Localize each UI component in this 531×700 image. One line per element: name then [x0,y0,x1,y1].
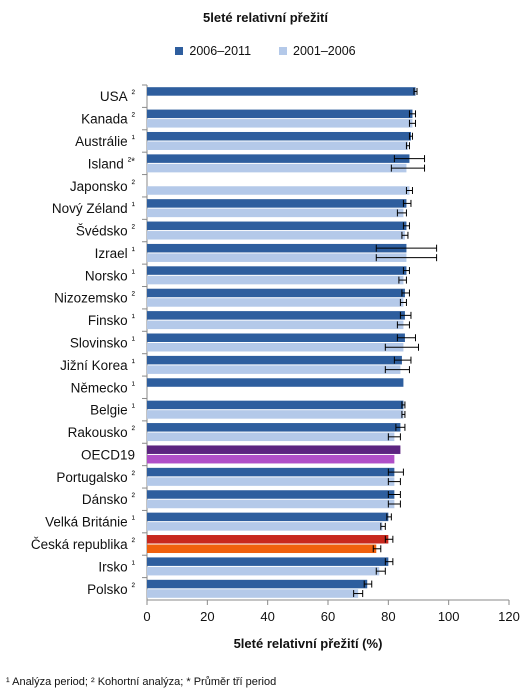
bar-2006-2011 [147,557,389,566]
x-tick-label: 80 [381,609,395,624]
category-label: Velká Británie ¹ [45,515,136,530]
chart-title: 5leté relativní přežití [203,10,328,25]
category-label: Irsko ¹ [98,559,135,574]
bar-2001-2006 [147,566,380,576]
bar-2001-2006 [147,298,404,307]
bar-2006-2011 [147,490,395,499]
category-label: Austrálie ¹ [75,134,136,149]
x-tick-label: 60 [321,609,335,624]
bar-2001-2006 [147,320,404,330]
bar-2006-2011 [147,467,395,477]
bar-2006-2011 [147,243,407,253]
legend-swatch-series-2 [279,47,288,55]
bar-2006-2011 [147,154,410,163]
bar-2001-2006 [147,522,383,531]
category-label: Japonsko ² [70,179,136,194]
legend-item-series-2: 2001–2006 [279,44,356,58]
legend-label-series-2: 2001–2006 [293,44,356,58]
bar-2001-2006 [147,275,404,285]
bar-2006-2011 [147,579,368,589]
bar-2001-2006 [147,365,401,374]
bar-2006-2011 [147,333,405,342]
bar-2001-2006 [147,432,395,442]
category-label: Rakousko ² [68,425,136,440]
category-label: Švédsko ² [76,224,136,239]
legend: 2006–2011 2001–2006 [0,44,531,58]
category-label: Nový Zéland ¹ [52,201,136,216]
category-label: Slovinsko ¹ [70,336,136,351]
bar-2001-2006 [147,410,404,419]
category-label: Česká republika ² [31,537,136,552]
bar-2006-2011 [147,535,389,544]
bar-2001-2006 [147,499,395,509]
bar-2001-2006 [147,454,395,464]
x-tick-label: 40 [260,609,274,624]
bar-2006-2011 [147,445,401,454]
bar-2006-2011 [147,512,389,522]
bar-2006-2011 [147,288,405,298]
category-label: Nizozemsko ² [54,291,136,306]
category-label: Dánsko ² [82,492,136,507]
x-tick-label: 120 [498,609,520,624]
bar-2006-2011 [147,423,401,432]
bar-2006-2011 [147,199,407,208]
bar-2001-2006 [147,208,404,218]
bar-2001-2006 [147,253,407,262]
category-label: Kanada ² [81,112,136,127]
category-label: Portugalsko ² [56,470,135,485]
bar-2006-2011 [147,221,407,231]
bar-2006-2011 [147,400,404,410]
bar-2006-2011 [147,311,405,320]
bar-2001-2006 [147,231,405,240]
x-tick-label: 20 [200,609,214,624]
footnote: ¹ Analýza period; ² Kohortní analýza; * … [6,676,277,688]
bar-2006-2011 [147,355,402,365]
bar-2001-2006 [147,186,410,195]
bar-2006-2011 [147,109,413,119]
bar-2001-2006 [147,141,408,150]
bar-2006-2011 [147,87,416,96]
bar-2001-2006 [147,589,359,598]
category-label: Německo ¹ [71,380,136,395]
legend-label-series-1: 2006–2011 [189,44,252,58]
category-label: Polsko ² [87,582,136,597]
category-label: Norsko ¹ [85,268,136,283]
bar-2001-2006 [147,119,413,128]
bar-2006-2011 [147,131,411,141]
category-label: USA ² [100,89,136,104]
bar-2006-2011 [147,378,404,387]
x-axis-title: 5leté relativní přežití (%) [234,636,383,651]
bar-2001-2006 [147,544,377,554]
x-tick-label: 0 [143,609,150,624]
x-tick-label: 100 [438,609,460,624]
category-label: Island ²* [88,156,135,171]
legend-item-series-1: 2006–2011 [175,44,251,58]
category-label: Finsko ¹ [88,313,136,328]
category-label: OECD19 [81,447,135,462]
category-label: Belgie ¹ [90,403,136,418]
bar-2006-2011 [147,266,407,275]
category-label: Izrael ¹ [95,246,136,261]
bar-2001-2006 [147,477,395,486]
bar-2001-2006 [147,163,407,173]
category-label: Jižní Korea ¹ [60,358,136,373]
legend-swatch-series-1 [175,47,184,55]
bar-2001-2006 [147,343,404,352]
